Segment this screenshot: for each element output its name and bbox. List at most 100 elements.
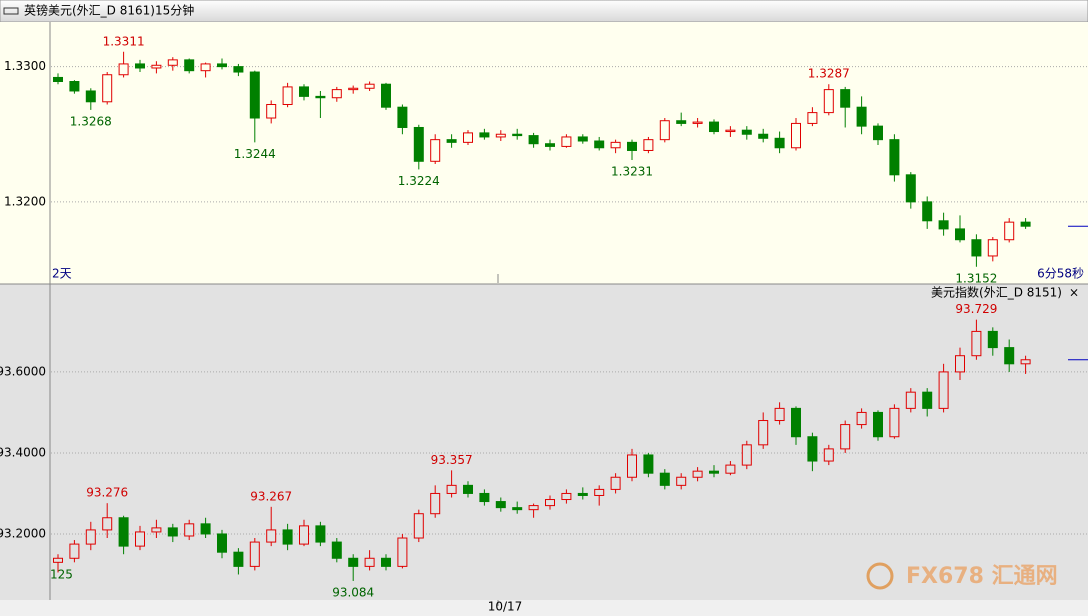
candle-body — [430, 492, 441, 515]
watermark: FX678 汇通网 — [906, 564, 1058, 589]
window-icon — [3, 7, 19, 15]
high-label: 93.276 — [86, 486, 128, 500]
high-label: 93.357 — [431, 453, 473, 467]
candle-body — [118, 63, 129, 76]
candle-body — [282, 86, 293, 105]
candle-body — [495, 133, 506, 138]
candle-body — [873, 125, 883, 141]
candle-body — [643, 454, 654, 474]
bottom-panel — [0, 284, 1088, 600]
candle-body — [922, 391, 933, 409]
candle-body — [938, 371, 949, 409]
candle-body — [676, 476, 687, 486]
candle-body — [200, 63, 211, 72]
high-label: 1.3287 — [808, 67, 850, 81]
candle-body — [922, 201, 933, 222]
candle-body — [217, 533, 227, 553]
candle-body — [971, 239, 982, 257]
candle-body — [348, 557, 359, 567]
countdown: 6分58秒 — [1037, 267, 1084, 281]
candle-body — [627, 454, 637, 478]
y-tick-label: 93.6000 — [0, 364, 46, 378]
candle-body — [594, 488, 605, 496]
candle-body — [249, 541, 260, 567]
candle-body — [266, 529, 277, 543]
candle-body — [905, 391, 916, 409]
candle-body — [840, 424, 851, 450]
candle-body — [85, 529, 96, 545]
candle-body — [381, 557, 391, 567]
candle-body — [512, 133, 523, 137]
candle-body — [774, 137, 785, 149]
candle-body — [807, 112, 818, 124]
candle-body — [299, 86, 309, 97]
candle-body — [364, 83, 375, 89]
candle-body — [85, 90, 96, 103]
low-label: 1.3268 — [70, 114, 112, 128]
candle-body — [200, 523, 211, 535]
candle-body — [266, 103, 277, 119]
candle-body — [938, 220, 949, 230]
candle-body — [364, 557, 375, 567]
low-label: 1.3231 — [611, 164, 653, 178]
candle-body — [331, 89, 342, 99]
low-label: 1.3244 — [234, 147, 276, 161]
candle-body — [135, 531, 145, 547]
candle-body — [512, 507, 523, 511]
candle-body — [479, 132, 490, 138]
candle-body — [118, 517, 129, 547]
candle-body — [69, 81, 80, 92]
candle-body — [249, 71, 260, 119]
candle-body — [577, 136, 588, 142]
candle-body — [151, 64, 162, 69]
candle-body — [823, 448, 834, 462]
candle-body — [397, 106, 408, 128]
candle-body — [741, 129, 752, 135]
candle-body — [282, 529, 293, 545]
candle-body — [709, 121, 719, 133]
candle-body — [315, 95, 326, 99]
candle-body — [774, 407, 785, 422]
candle-body — [692, 470, 703, 478]
candle-body — [889, 139, 900, 176]
low-label: 93.084 — [332, 585, 374, 599]
candle-body — [971, 330, 982, 357]
candle-body — [167, 527, 178, 537]
candle-body — [905, 174, 916, 203]
candle-body — [69, 543, 80, 559]
candle-body — [643, 139, 654, 151]
candle-body — [791, 407, 801, 438]
candle-body — [184, 523, 195, 537]
candle-body — [758, 420, 769, 446]
candle-body — [659, 120, 670, 141]
candle-body — [184, 59, 195, 72]
candle-body — [610, 141, 621, 149]
date-label: 10/17 — [488, 600, 523, 613]
close-button[interactable]: × — [1069, 286, 1079, 300]
candle-body — [430, 139, 441, 162]
candle-body — [331, 541, 342, 559]
y-tick-label: 1.3200 — [4, 194, 46, 208]
candle-body — [955, 355, 965, 373]
candle-body — [348, 87, 359, 91]
candle-body — [446, 139, 457, 143]
candle-body — [987, 330, 998, 349]
candle-body — [151, 527, 162, 533]
candle-body — [577, 492, 588, 496]
candle-body — [791, 122, 801, 149]
candle-body — [315, 525, 326, 543]
candle-body — [856, 106, 867, 127]
candle-body — [725, 464, 736, 474]
y-tick-label: 93.2000 — [0, 526, 46, 540]
candle-body — [233, 551, 244, 567]
candle-body — [610, 476, 621, 490]
candle-body — [463, 484, 473, 494]
candle-body — [545, 143, 555, 147]
high-label: 93.267 — [250, 489, 292, 503]
candle-body — [381, 83, 391, 108]
candle-body — [594, 140, 605, 149]
candle-body — [561, 492, 572, 501]
candle-body — [692, 121, 703, 124]
window-title: 英镑美元(外汇_D 8161)15分钟 — [24, 3, 194, 18]
candle-body — [889, 407, 900, 438]
